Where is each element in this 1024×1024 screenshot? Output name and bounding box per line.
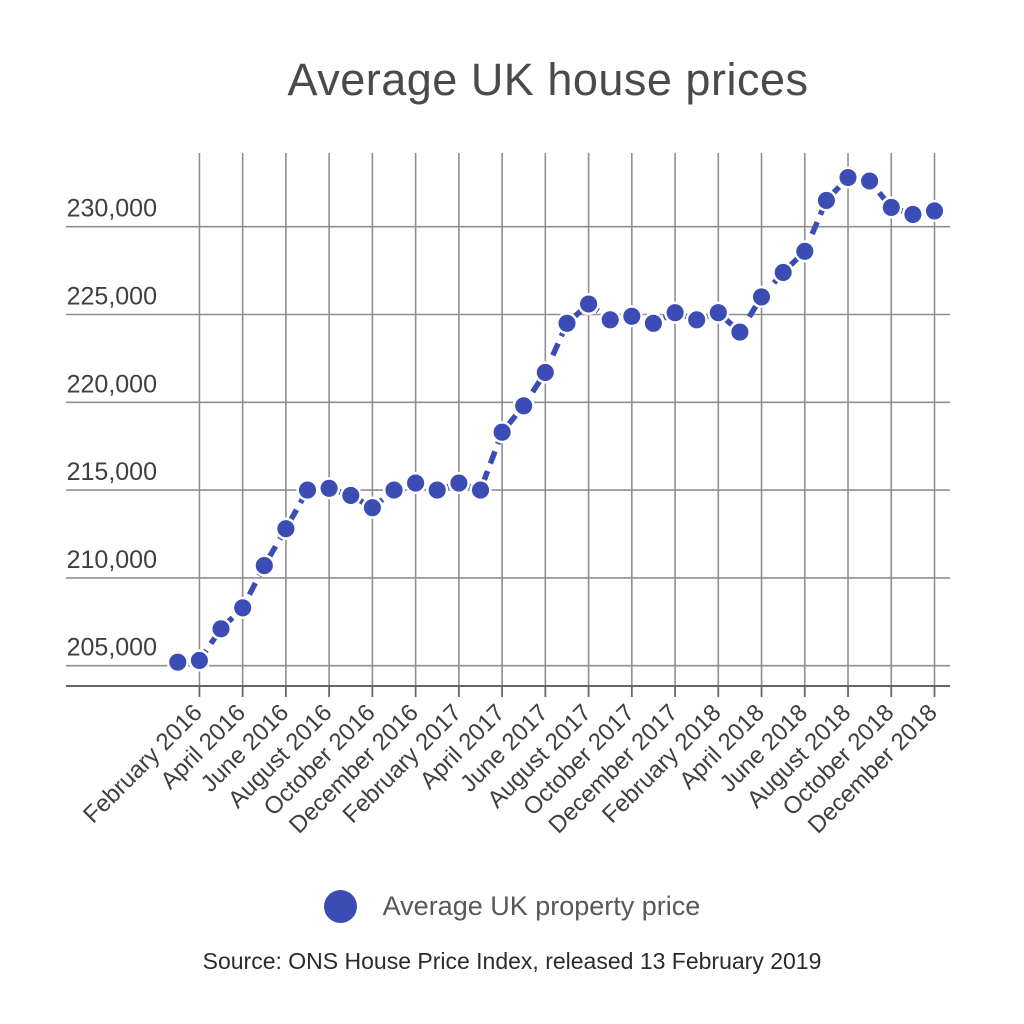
data-point	[512, 394, 535, 417]
legend-dot-icon	[323, 890, 357, 923]
data-point	[664, 301, 687, 324]
y-axis-tick-label: 220,000	[67, 370, 157, 398]
data-point	[555, 312, 579, 335]
data-point	[339, 484, 362, 507]
data-point	[274, 517, 297, 540]
y-axis-tick-label: 215,000	[67, 458, 157, 486]
data-point	[166, 651, 189, 674]
data-point	[772, 261, 795, 284]
data-point	[685, 308, 708, 331]
data-point	[469, 479, 492, 502]
data-point	[923, 199, 946, 222]
data-point	[750, 285, 773, 308]
legend-label: Average UK property price	[382, 891, 701, 921]
data-point	[880, 196, 903, 219]
data-point	[599, 308, 622, 331]
data-point	[318, 477, 341, 500]
y-tick-labels: 205,000 210,000 215,000 220,000 225,000 230,0…	[67, 195, 157, 662]
data-point	[901, 203, 924, 226]
data-point	[426, 479, 449, 502]
data-point	[836, 166, 860, 189]
data-point	[253, 554, 276, 577]
data-point	[728, 321, 751, 344]
price-line-series	[177, 174, 935, 665]
data-point	[793, 240, 816, 263]
data-point	[707, 301, 730, 324]
gridlines-y	[66, 225, 950, 667]
series-line	[177, 174, 935, 665]
data-point	[577, 292, 600, 316]
data-point	[404, 472, 427, 495]
data-point	[447, 472, 470, 495]
chart-title: Average UK house prices	[287, 54, 809, 105]
data-point	[620, 305, 643, 328]
data-point	[858, 169, 881, 193]
data-point	[642, 312, 665, 335]
axis-bottom	[66, 685, 950, 697]
data-point	[534, 361, 557, 384]
y-axis-tick-label: 230,000	[67, 195, 157, 223]
data-point	[815, 189, 838, 212]
y-axis-tick-label: 225,000	[67, 283, 157, 311]
y-axis-tick-label: 205,000	[67, 634, 157, 662]
series-points	[166, 166, 946, 674]
chart-legend: Average UK property price	[0, 890, 1024, 923]
data-point	[231, 596, 254, 619]
data-point	[382, 479, 406, 502]
gridlines-x	[198, 153, 936, 686]
data-point	[296, 479, 319, 502]
data-point	[209, 617, 233, 640]
source-note: Source: ONS House Price Index, released …	[202, 948, 822, 974]
data-point	[361, 496, 384, 519]
y-axis-tick-label: 210,000	[67, 546, 157, 574]
data-point	[188, 649, 211, 672]
data-point	[491, 421, 514, 444]
